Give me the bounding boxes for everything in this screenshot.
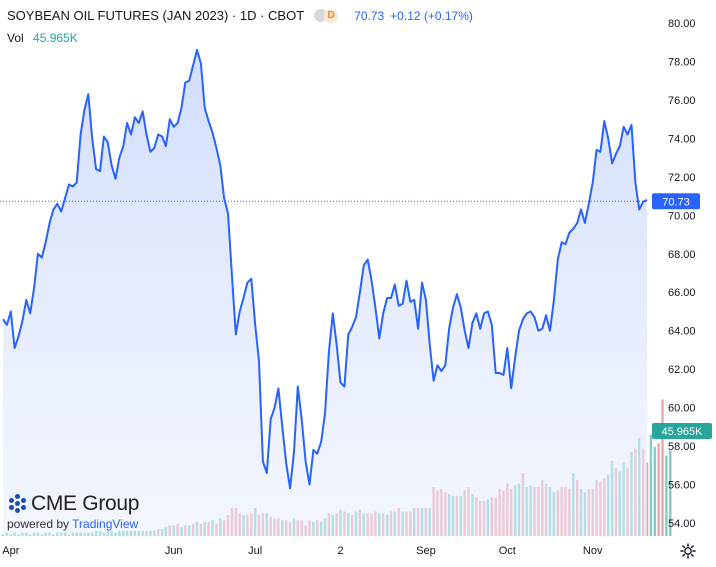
volume-bar: [649, 434, 653, 536]
chart-header: SOYBEAN OIL FUTURES (JAN 2023) · 1D · CB…: [7, 8, 473, 23]
gear-icon[interactable]: [680, 543, 696, 559]
y-tick-label: 70.00: [668, 210, 696, 222]
volume-bar: [657, 443, 660, 537]
y-tick-label: 80.00: [668, 18, 696, 30]
y-tick-label: 76.00: [668, 95, 696, 107]
price-line: [2, 48, 648, 490]
powered-by[interactable]: powered by TradingView: [7, 517, 139, 531]
y-tick-label: 68.00: [668, 249, 696, 261]
volume-bar: [653, 446, 656, 537]
y-tick-label: 66.00: [668, 287, 696, 299]
powered-prefix: powered by: [7, 517, 73, 531]
cme-logo-text: CME Group: [31, 492, 140, 515]
x-tick-label: Jul: [248, 545, 262, 557]
volume-tag: [652, 423, 712, 439]
y-tick-label: 72.00: [668, 172, 696, 184]
y-axis: 54.00 56.00 58.00 60.00 62.00 64.00 66.00 68.00…: [668, 18, 696, 530]
volume-bar: [669, 450, 672, 537]
cme-logo[interactable]: CME Group powered by TradingView: [7, 492, 139, 531]
x-tick-label: Jun: [165, 545, 183, 557]
volume-legend: Vol 45.965K: [7, 31, 78, 45]
y-tick-label: 78.00: [668, 57, 696, 69]
x-tick-label: 2: [337, 545, 343, 557]
y-tick-label: 64.00: [668, 326, 696, 338]
x-tick-label: Nov: [583, 545, 603, 557]
y-tick-label: 60.00: [668, 403, 696, 415]
last-price-tag: [652, 193, 700, 210]
cme-globe-icon: [7, 493, 29, 515]
price-change: +0.12 (+0.17%): [390, 8, 473, 23]
chart-title: SOYBEAN OIL FUTURES (JAN 2023) · 1D · CB…: [7, 8, 305, 23]
tradingview-brand: TradingView: [72, 517, 139, 531]
volume-value: 45.965K: [33, 31, 78, 45]
x-tick-label: Oct: [499, 545, 516, 557]
y-tick-label: 54.00: [668, 518, 696, 530]
last-price-tag-label: 70.73: [662, 196, 690, 208]
x-tick-label: Apr: [2, 545, 19, 557]
volume-bar: [661, 399, 664, 536]
y-tick-label: 56.00: [668, 480, 696, 492]
y-tick-label: 62.00: [668, 364, 696, 376]
price-area: [3, 49, 647, 537]
data-badge[interactable]: D: [324, 8, 339, 23]
volume-label: Vol: [7, 31, 24, 45]
x-tick-label: Sep: [416, 545, 436, 557]
last-price: 70.73: [354, 8, 385, 23]
x-axis: Apr Jun Jul 2 Sep Oct Nov: [2, 545, 603, 557]
volume-bar: [665, 455, 668, 536]
symbol-circle-icon[interactable]: [314, 9, 328, 22]
volume-tag-label: 45.965K: [662, 426, 704, 438]
y-tick-label: 74.00: [668, 133, 696, 145]
y-tick-label: 58.00: [668, 441, 696, 453]
price-tags: 70.73 45.965K: [652, 193, 712, 439]
